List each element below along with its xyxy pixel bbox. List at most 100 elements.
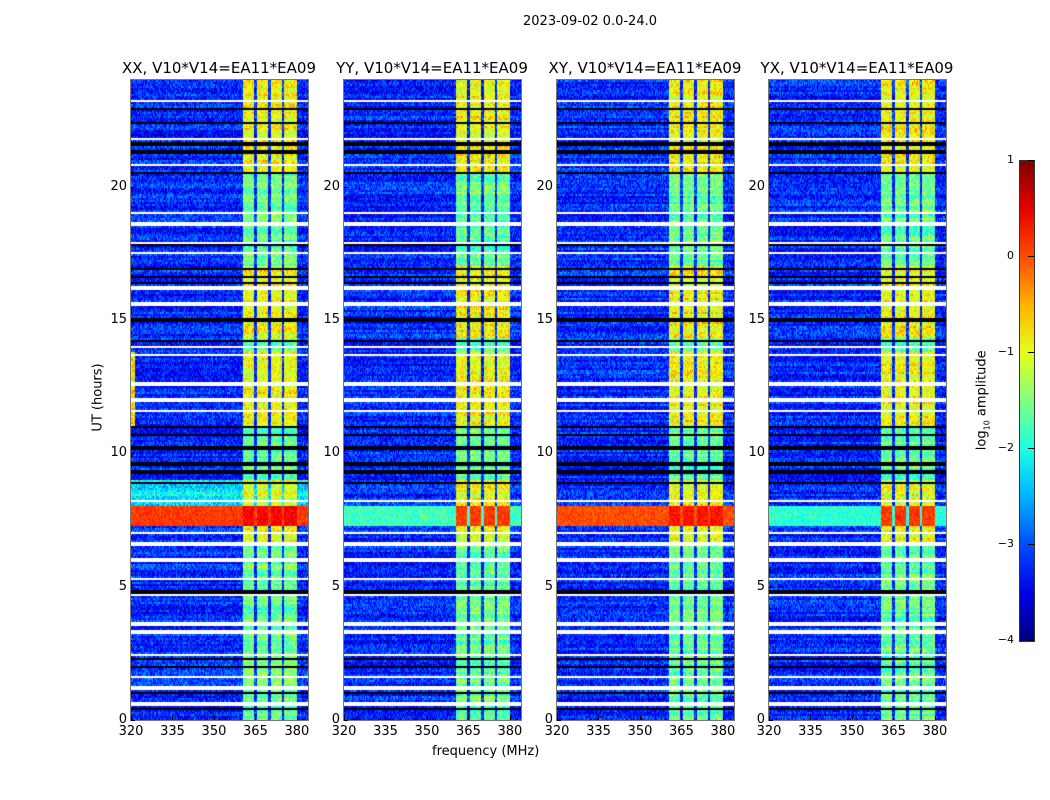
x-tick-label: 350	[839, 724, 865, 739]
colorbar-label-rest: amplitude	[974, 350, 990, 421]
x-tick-label: 335	[373, 724, 398, 739]
y-tick-mark	[769, 586, 773, 588]
x-tick-label: 380	[710, 724, 736, 739]
y-tick-mark	[131, 186, 135, 188]
x-tick-mark	[131, 716, 132, 720]
x-tick-label: 365	[456, 724, 481, 739]
x-tick-label: 350	[414, 724, 440, 739]
y-tick-mark	[769, 453, 773, 455]
x-tick-mark	[344, 716, 345, 720]
y-tick-label: 0	[118, 712, 127, 727]
x-tick-label: 380	[284, 724, 310, 739]
x-tick-mark	[255, 716, 257, 720]
y-tick-mark	[769, 186, 773, 188]
spectrogram-image	[557, 80, 734, 720]
y-tick-label: 10	[536, 445, 553, 461]
panel-title: YY, V10*V14=EA11*EA09	[336, 59, 528, 77]
x-tick-mark	[681, 716, 683, 720]
y-tick-mark	[557, 320, 561, 321]
x-tick-label: 365	[881, 724, 906, 739]
y-tick-mark	[557, 720, 561, 721]
figure-title: 2023-09-02 0.0-24.0	[523, 14, 657, 29]
x-tick-label: 380	[497, 724, 523, 739]
colorbar-tick-mark	[1028, 352, 1034, 353]
y-tick-mark	[557, 186, 561, 188]
spectrogram-panel	[556, 79, 735, 721]
x-tick-label: 320	[544, 724, 570, 739]
x-tick-label: 350	[201, 724, 227, 739]
y-tick-label: 10	[748, 445, 765, 461]
y-tick-label: 20	[536, 178, 553, 194]
x-tick-mark	[426, 716, 428, 720]
y-tick-label: 20	[110, 178, 127, 194]
x-tick-mark	[468, 716, 470, 720]
x-tick-label: 335	[586, 724, 611, 739]
x-tick-label: 320	[118, 724, 144, 739]
y-tick-mark	[131, 720, 135, 721]
y-tick-label: 0	[331, 712, 340, 727]
x-tick-mark	[172, 716, 174, 720]
colorbar-tick-label: −2	[997, 441, 1014, 454]
y-tick-label: 10	[323, 445, 340, 461]
x-tick-label: 320	[331, 724, 357, 739]
x-tick-mark	[893, 716, 895, 720]
colorbar-tick-mark	[1028, 448, 1034, 449]
x-tick-label: 335	[798, 724, 823, 739]
colorbar-tick-label: −1	[997, 345, 1014, 358]
y-tick-mark	[769, 720, 773, 721]
colorbar-tick-label: 1	[1007, 153, 1014, 166]
spectrogram-image	[131, 80, 308, 720]
spectrogram-image	[769, 80, 946, 720]
x-tick-mark	[722, 716, 724, 720]
x-tick-mark	[810, 716, 812, 720]
colorbar-label-sub: 10	[982, 420, 992, 431]
y-tick-mark	[344, 186, 348, 188]
y-tick-mark	[131, 586, 135, 588]
spectrogram-image	[344, 80, 521, 720]
x-tick-label: 335	[160, 724, 185, 739]
colorbar-tick-mark	[1028, 256, 1034, 257]
y-tick-label: 0	[756, 712, 765, 727]
y-tick-mark	[344, 320, 348, 321]
colorbar-tick-mark	[1028, 640, 1034, 641]
x-tick-mark	[851, 716, 853, 720]
spectrogram-panel	[130, 79, 309, 721]
y-tick-label: 20	[748, 178, 765, 194]
y-tick-label: 15	[536, 312, 553, 327]
colorbar-tick-label: 0	[1007, 249, 1014, 262]
x-tick-label: 365	[243, 724, 268, 739]
y-tick-mark	[131, 453, 135, 455]
spectrogram-panel	[343, 79, 522, 721]
x-tick-mark	[934, 716, 936, 720]
spectrogram-panel	[768, 79, 947, 721]
x-tick-label: 320	[756, 724, 782, 739]
x-tick-label: 380	[922, 724, 948, 739]
y-tick-label: 15	[323, 312, 340, 327]
y-axis-label: UT (hours)	[90, 363, 106, 432]
y-tick-label: 5	[331, 578, 340, 594]
colorbar-tick-label: −3	[997, 537, 1014, 550]
y-tick-mark	[131, 320, 135, 321]
y-tick-label: 5	[756, 578, 765, 594]
colorbar-tick-label: −4	[997, 633, 1014, 646]
x-tick-mark	[509, 716, 511, 720]
y-tick-mark	[557, 453, 561, 455]
y-tick-mark	[769, 320, 773, 321]
panel-title: XX, V10*V14=EA11*EA09	[121, 59, 316, 77]
x-tick-mark	[296, 716, 298, 720]
panel-title: XY, V10*V14=EA11*EA09	[548, 59, 742, 77]
colorbar-tick-mark	[1028, 160, 1034, 161]
y-tick-mark	[344, 453, 348, 455]
y-tick-label: 5	[118, 578, 127, 594]
colorbar-label: log10 amplitude	[975, 347, 992, 453]
x-tick-mark	[598, 716, 600, 720]
x-tick-mark	[213, 716, 215, 720]
x-tick-mark	[639, 716, 641, 720]
x-tick-label: 350	[627, 724, 653, 739]
x-axis-label: frequency (MHz)	[432, 744, 540, 759]
colorbar	[1019, 160, 1035, 642]
panel-title: YX, V10*V14=EA11*EA09	[760, 59, 954, 77]
x-tick-label: 365	[669, 724, 694, 739]
y-tick-mark	[557, 586, 561, 588]
